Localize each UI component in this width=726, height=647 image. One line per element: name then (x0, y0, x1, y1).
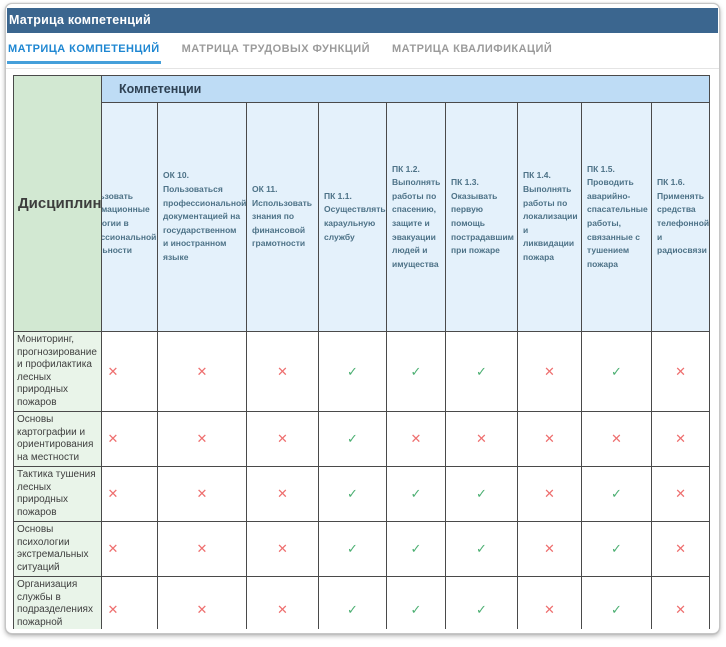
competencies-group-header: Компетенции (100, 75, 711, 103)
mark-check: ✓ (445, 331, 518, 412)
competency-code: ОК 11. (252, 184, 278, 195)
competency-code: ПК 1.6. (657, 177, 685, 188)
competency-code: ПК 1.3. (451, 177, 479, 188)
competency-description: Выполнять работы по спасению, защите и э… (392, 177, 441, 269)
tab-labor-functions-matrix[interactable]: МАТРИЦА ТРУДОВЫХ ФУНКЦИЙ (181, 43, 371, 55)
mark-check: ✓ (386, 331, 446, 412)
tab-bar: МАТРИЦА КОМПЕТЕНЦИЙ МАТРИЦА ТРУДОВЫХ ФУН… (7, 40, 719, 64)
competency-description: Оказывать первую помощь пострадавшим при… (451, 190, 514, 256)
competency-matrix-table: Дисциплины Компетенции ОК 09.Использоват… (13, 75, 711, 629)
mark-check: ✓ (318, 331, 387, 412)
competency-code: ОК 10. (163, 170, 189, 181)
mark-check: ✓ (386, 521, 446, 577)
mark-check: ✓ (445, 466, 518, 522)
competency-description: Проводить аварийно-спасательные работы, … (587, 177, 648, 269)
competency-column-header: ПК 1.1. Осуществлять караульную службу (318, 102, 387, 332)
competency-column-header: ПК 1.2. Выполнять работы по спасению, защ… (386, 102, 446, 332)
discipline-row-label: Основы картографии и ориентирования на м… (13, 411, 102, 467)
mark-cross: ✕ (517, 576, 582, 629)
mark-cross: ✕ (517, 331, 582, 412)
mark-check: ✓ (386, 576, 446, 629)
mark-cross: ✕ (157, 576, 247, 629)
competency-code: ОК 09. (103, 176, 154, 190)
mark-check: ✓ (445, 576, 518, 629)
mark-cross: ✕ (650, 466, 711, 522)
mark-check: ✓ (318, 466, 387, 522)
competency-column-header: ПК 1.6. Применять средства телефонной и р… (650, 102, 711, 332)
competency-column-header: ПК 1.4. Выполнять работы по локализации и… (517, 102, 582, 332)
mark-cross: ✕ (246, 521, 319, 577)
mark-check: ✓ (581, 521, 652, 577)
mark-cross: ✕ (246, 466, 319, 522)
mark-cross: ✕ (386, 411, 446, 467)
mark-cross: ✕ (101, 521, 158, 577)
competency-description: Выполнять работы по локализации и ликвид… (523, 184, 578, 262)
discipline-row: Тактика тушения лесных природных пожаров… (13, 466, 711, 522)
mark-cross: ✕ (650, 521, 711, 577)
competency-column-header: ПК 1.5. Проводить аварийно-спасательные р… (581, 102, 652, 332)
discipline-row-label: Организация службы в подразделениях пожа… (13, 576, 102, 629)
mark-check: ✓ (581, 576, 652, 629)
mark-cross: ✕ (157, 521, 247, 577)
discipline-row-label: Мониторинг, прогнозирование и профилакти… (13, 331, 102, 412)
competency-column-header: ОК 10. Пользоваться профессиональной доку… (157, 102, 247, 332)
discipline-row-label: Основы психологии экстремальных ситуаций (13, 521, 102, 577)
mark-cross: ✕ (517, 411, 582, 467)
mark-cross: ✕ (517, 466, 582, 522)
mark-check: ✓ (386, 466, 446, 522)
disciplines-header: Дисциплины (13, 75, 102, 332)
competency-description: Осуществлять караульную службу (324, 204, 386, 242)
competency-code: ПК 1.1. (324, 190, 352, 201)
competency-description: Использовать информационные технологии в… (101, 190, 157, 256)
mark-cross: ✕ (246, 411, 319, 467)
mark-cross: ✕ (101, 466, 158, 522)
tab-competency-matrix[interactable]: МАТРИЦА КОМПЕТЕНЦИЙ (7, 40, 161, 64)
mark-check: ✓ (581, 466, 652, 522)
mark-cross: ✕ (101, 331, 158, 412)
discipline-row: Основы психологии экстремальных ситуаций… (13, 521, 711, 577)
mark-check: ✓ (318, 411, 387, 467)
competency-code: ПК 1.2. (392, 163, 420, 174)
discipline-row: Основы картографии и ориентирования на м… (13, 411, 711, 467)
mark-cross: ✕ (101, 576, 158, 629)
app-card: Матрица компетенций МАТРИЦА КОМПЕТЕНЦИЙ … (5, 3, 720, 634)
mark-check: ✓ (445, 521, 518, 577)
competency-description: Применять средства телефонной и радиосвя… (657, 190, 710, 256)
mark-cross: ✕ (581, 411, 652, 467)
competency-description: Пользоваться профессиональной документац… (163, 184, 247, 262)
matrix-table-viewport: Дисциплины Компетенции ОК 09.Использоват… (13, 75, 713, 629)
discipline-row: Мониторинг, прогнозирование и профилакти… (13, 331, 711, 412)
competency-code: ПК 1.4. (523, 170, 551, 181)
discipline-row-label: Тактика тушения лесных природных пожаров (13, 466, 102, 522)
tab-qualifications-matrix[interactable]: МАТРИЦА КВАЛИФИКАЦИЙ (392, 43, 553, 55)
competency-column-header: ОК 11. Использовать знания по финансовой … (246, 102, 319, 332)
mark-cross: ✕ (246, 331, 319, 412)
mark-check: ✓ (318, 521, 387, 577)
mark-cross: ✕ (101, 411, 158, 467)
mark-cross: ✕ (157, 466, 247, 522)
mark-cross: ✕ (517, 521, 582, 577)
competency-description: Использовать знания по финансовой грамот… (252, 197, 313, 249)
mark-cross: ✕ (157, 411, 247, 467)
mark-cross: ✕ (445, 411, 518, 467)
page-title: Матрица компетенций (7, 8, 718, 33)
mark-cross: ✕ (246, 576, 319, 629)
competency-column-header: ОК 09.Использовать информационные технол… (101, 102, 158, 332)
tabs-divider (6, 68, 719, 69)
mark-cross: ✕ (157, 331, 247, 412)
mark-check: ✓ (581, 331, 652, 412)
discipline-row: Организация службы в подразделениях пожа… (13, 576, 711, 629)
mark-check: ✓ (318, 576, 387, 629)
competency-column-header: ПК 1.3. Оказывать первую помощь пострадав… (445, 102, 518, 332)
mark-cross: ✕ (650, 331, 711, 412)
mark-cross: ✕ (650, 576, 711, 629)
mark-cross: ✕ (650, 411, 711, 467)
competency-code: ПК 1.5. (587, 163, 615, 174)
